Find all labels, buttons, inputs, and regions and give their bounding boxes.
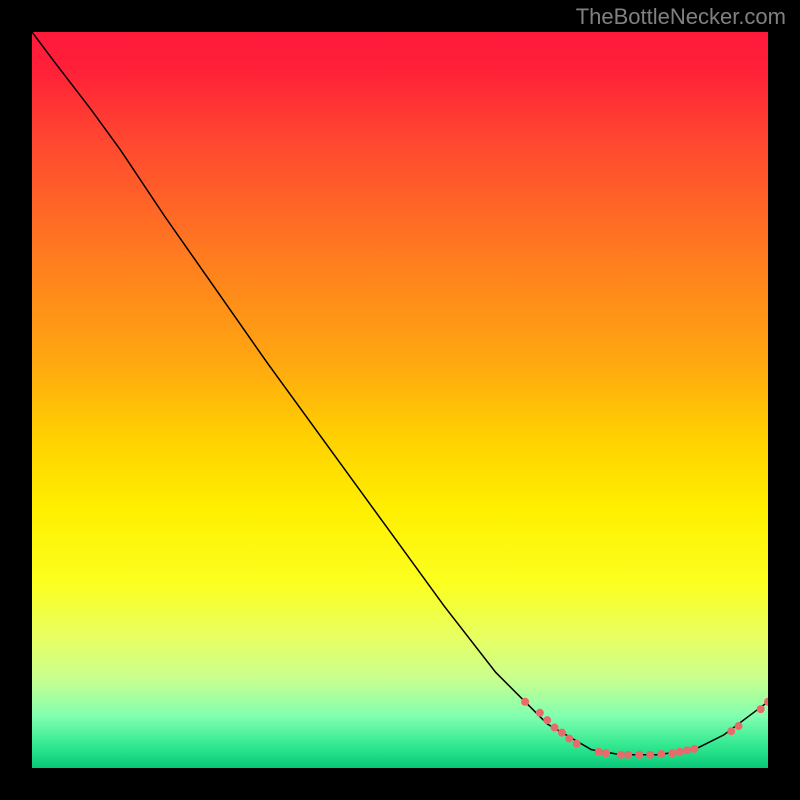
marker-dot <box>676 748 684 756</box>
marker-dot <box>551 724 559 732</box>
chart-background <box>32 32 768 768</box>
marker-dot <box>536 709 544 717</box>
marker-dot <box>635 751 643 759</box>
bottleneck-curve <box>32 32 768 755</box>
marker-group <box>521 698 768 759</box>
marker-dot <box>624 751 632 759</box>
marker-dot <box>764 698 768 706</box>
chart-svg <box>32 32 768 768</box>
marker-dot <box>565 735 573 743</box>
marker-dot <box>543 716 551 724</box>
marker-dot <box>683 746 691 754</box>
marker-dot <box>595 748 603 756</box>
marker-dot <box>617 751 625 759</box>
marker-dot <box>657 750 665 758</box>
marker-dot <box>573 740 581 748</box>
marker-dot <box>602 749 610 757</box>
marker-dot <box>668 749 676 757</box>
marker-dot <box>727 727 735 735</box>
marker-dot <box>646 751 654 759</box>
chart-plot-area <box>32 32 768 768</box>
marker-dot <box>521 698 529 706</box>
watermark-text: TheBottleNecker.com <box>576 4 786 30</box>
marker-dot <box>558 729 566 737</box>
marker-dot <box>735 722 743 730</box>
marker-dot <box>757 705 765 713</box>
marker-dot <box>690 745 698 753</box>
